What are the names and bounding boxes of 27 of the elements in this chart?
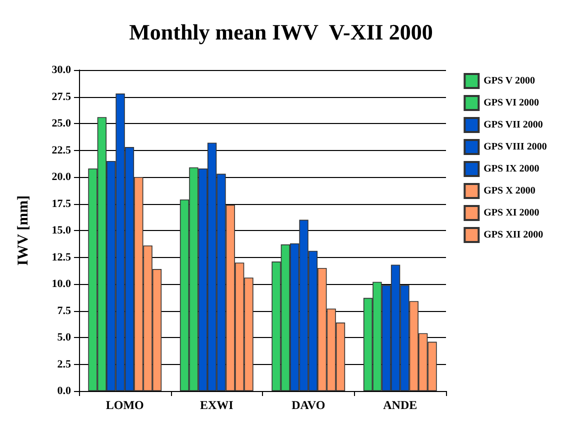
y-tick-label: 25.0 — [52, 118, 72, 130]
legend-label: GPS VI 2000 — [484, 98, 540, 108]
y-tick-label: 15.0 — [52, 224, 72, 236]
x-tick-label: DAVO — [292, 398, 326, 412]
legend-label: GPS VIII 2000 — [484, 142, 547, 152]
y-tick-label: 12.5 — [52, 251, 72, 264]
y-tick-label: 27.5 — [52, 90, 72, 103]
y-tick-label: 0.0 — [57, 385, 72, 397]
legend-label: GPS VII 2000 — [484, 120, 543, 130]
y-tick-label: 20.0 — [52, 171, 72, 183]
legend-label: GPS XI 2000 — [484, 208, 540, 218]
x-tick-label: LOMO — [106, 398, 144, 412]
y-tick-label: 10.0 — [52, 278, 72, 290]
legend-label: GPS IX 2000 — [484, 164, 540, 174]
chart-title: Monthly mean IWV V-XII 2000 — [129, 20, 433, 44]
y-tick-label: 7.5 — [57, 304, 72, 317]
x-tick-label: ANDE — [383, 398, 418, 412]
legend-label: GPS V 2000 — [484, 76, 535, 86]
y-axis-title: IWV [mm] — [16, 195, 32, 266]
y-tick-label: 17.5 — [52, 198, 72, 210]
y-tick-label: 2.5 — [57, 358, 72, 370]
legend-label: GPS X 2000 — [484, 186, 536, 196]
legend-label: GPS XII 2000 — [484, 230, 544, 240]
y-tick-label: 5.0 — [57, 332, 72, 344]
y-tick-label: 30.0 — [52, 64, 72, 76]
y-tick-label: 22.5 — [52, 144, 72, 156]
x-tick-label: EXWI — [200, 398, 234, 412]
